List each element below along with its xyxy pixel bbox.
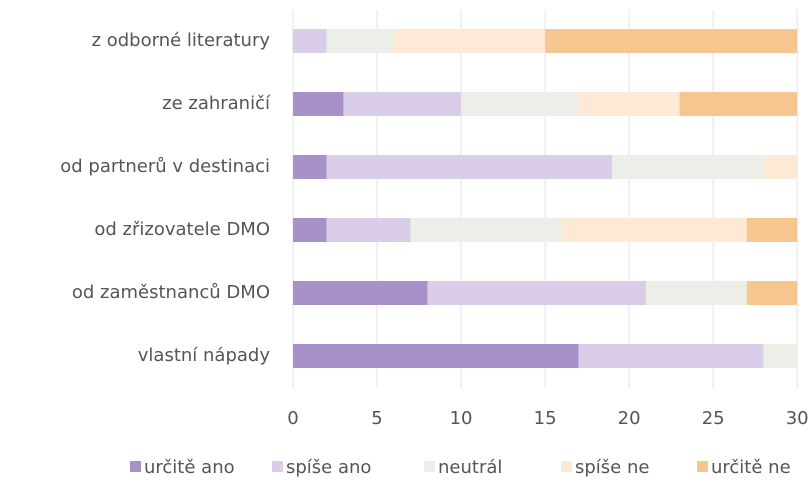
- bar-segment: [763, 344, 798, 368]
- bar-segment: [293, 155, 327, 179]
- bar-segment: [578, 92, 680, 116]
- legend-swatch: [424, 461, 435, 472]
- bar-segment: [293, 281, 428, 305]
- bar-segment: [326, 155, 613, 179]
- x-tick-label: 15: [534, 408, 557, 429]
- bar-segment: [545, 29, 798, 53]
- legend-label: určitě ne: [711, 457, 791, 478]
- legend-label: spíše ne: [575, 457, 649, 478]
- x-tick-label: 25: [702, 408, 725, 429]
- y-tick-label: od zaměstnanců DMO: [72, 282, 270, 303]
- y-tick-label: vlastní nápady: [138, 345, 271, 366]
- bar-segment: [393, 29, 546, 53]
- bar-segment: [293, 92, 344, 116]
- y-tick-label: z odborné literatury: [92, 30, 271, 51]
- bar-segment: [293, 344, 579, 368]
- bar-segment: [410, 218, 562, 242]
- bar-segment: [746, 218, 798, 242]
- bar-segment: [578, 344, 764, 368]
- bar-segment: [612, 155, 764, 179]
- x-tick-label: 0: [287, 408, 298, 429]
- x-tick-label: 20: [618, 408, 641, 429]
- x-tick-label: 10: [450, 408, 473, 429]
- bar-segment: [326, 218, 411, 242]
- x-tick-label: 30: [786, 408, 809, 429]
- bar-segment: [679, 92, 798, 116]
- y-tick-label: ze zahraničí: [162, 93, 271, 114]
- legend-label: určitě ano: [144, 457, 235, 478]
- x-tick-label: 5: [371, 408, 382, 429]
- bar-segment: [427, 281, 646, 305]
- bar-segment: [561, 218, 747, 242]
- legend-swatch: [272, 461, 283, 472]
- legend-swatch: [697, 461, 708, 472]
- bar-segment: [326, 29, 394, 53]
- bar-segment: [461, 92, 579, 116]
- legend-swatch: [130, 461, 141, 472]
- bar-segment: [763, 155, 798, 179]
- bar-segment: [746, 281, 798, 305]
- legend-swatch: [561, 461, 572, 472]
- bar-segment: [645, 281, 747, 305]
- bar-segment: [293, 218, 327, 242]
- y-tick-label: od partnerů v destinaci: [60, 156, 270, 177]
- legend-label: spíše ano: [286, 457, 371, 478]
- legend-label: neutrál: [438, 457, 502, 478]
- bar-segment: [293, 29, 327, 53]
- bar-segment: [343, 92, 462, 116]
- y-tick-label: od zřizovatele DMO: [94, 219, 270, 240]
